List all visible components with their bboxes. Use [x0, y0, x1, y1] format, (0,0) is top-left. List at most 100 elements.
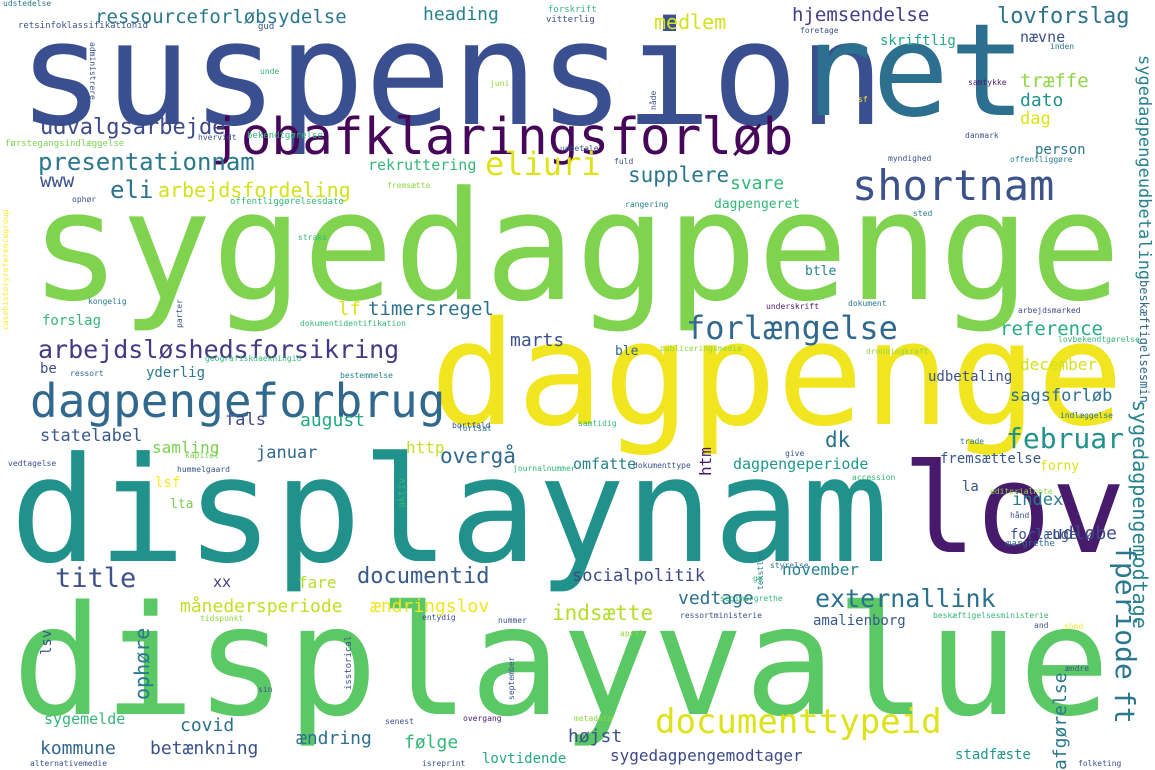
- word-cloud-word: fuld: [614, 157, 634, 166]
- word-cloud-word: juni: [490, 79, 510, 88]
- word-cloud-word: sygedagpengeudbetaling: [1134, 55, 1154, 281]
- word-cloud-word: april: [620, 629, 645, 638]
- word-cloud-word: dato: [1020, 90, 1064, 111]
- word-cloud-word: and: [1034, 621, 1049, 630]
- word-cloud-word: marts: [510, 330, 565, 351]
- word-cloud-word: lsv: [39, 629, 55, 655]
- word-cloud-word: documenttypeid: [655, 702, 942, 742]
- word-cloud-word: august: [300, 410, 366, 431]
- word-cloud-word: http: [406, 438, 445, 457]
- word-cloud-word: lf: [338, 298, 361, 320]
- word-cloud-word: ret: [795, 0, 1027, 146]
- word-cloud-word: dagpengeforbrug: [30, 374, 446, 428]
- word-cloud-word: dokument: [848, 299, 887, 308]
- word-cloud-word: isreprint: [422, 759, 466, 768]
- word-cloud-word: nævne: [1020, 28, 1066, 46]
- word-cloud-word: accession: [852, 473, 896, 482]
- word-cloud-word: vedtage: [678, 588, 754, 609]
- word-cloud-word: afgørelse: [1050, 672, 1071, 770]
- word-cloud-word: overgå: [440, 444, 516, 468]
- word-cloud-word: statelabel: [40, 426, 143, 446]
- word-cloud-word: forlænge: [1010, 527, 1078, 543]
- word-cloud-word: btle: [805, 264, 837, 279]
- word-cloud-word: fremsætte: [387, 181, 431, 190]
- word-cloud-word: september: [507, 656, 516, 700]
- word-cloud-word: reference: [1000, 318, 1103, 340]
- word-cloud-word: yderlig: [146, 365, 206, 381]
- word-cloud-word: ge: [753, 574, 763, 583]
- word-cloud-word: udvalgsarbejde: [40, 115, 226, 140]
- word-cloud-word: arbejdsløshedsforsikring: [38, 335, 400, 364]
- word-cloud-word: xx: [213, 573, 232, 591]
- word-cloud-word: stadfæste: [955, 747, 1031, 763]
- word-cloud-word: lta: [170, 497, 194, 512]
- word-cloud-word: betænkning: [150, 738, 259, 759]
- word-cloud-word: supplere: [628, 163, 730, 187]
- word-cloud-word: styrelse: [770, 561, 809, 570]
- word-cloud-word: lovtidende: [482, 751, 567, 767]
- word-cloud-word: entydig: [422, 613, 456, 622]
- word-cloud-word: forskrift: [548, 5, 597, 15]
- word-cloud-word: gud: [258, 22, 275, 32]
- word-cloud-word: ressortministerie: [680, 611, 762, 620]
- word-cloud-word: lovforslag: [997, 4, 1130, 29]
- word-cloud-word: nummer: [498, 616, 527, 625]
- word-cloud-word: htm: [696, 447, 715, 476]
- word-cloud-word: ændre: [1065, 664, 1090, 673]
- word-cloud-word: udløbe: [1052, 523, 1118, 544]
- word-cloud-word: www: [40, 170, 75, 192]
- word-cloud-word: offentliggøre: [1010, 155, 1073, 164]
- word-cloud-word: kommune: [40, 738, 116, 759]
- word-cloud-word: sygemelde: [44, 710, 126, 728]
- word-cloud-word: tidspunkt: [200, 614, 244, 623]
- word-cloud-word: segimargrethe: [720, 594, 783, 603]
- word-cloud-word: parter: [175, 299, 184, 328]
- word-cloud-word: hummelgaard: [177, 465, 230, 474]
- word-cloud-word: førstegangsindlæggelse: [5, 139, 125, 149]
- word-cloud-word: forlængelse: [686, 309, 898, 347]
- word-cloud-word: tekstlov: [756, 551, 765, 590]
- word-cloud-word: hånd: [1010, 511, 1030, 520]
- word-cloud-word: shortnam: [852, 161, 1055, 210]
- word-cloud-word: trade: [960, 437, 985, 446]
- word-cloud-word: forny: [1040, 459, 1080, 474]
- word-cloud-word: danmark: [965, 131, 999, 140]
- word-cloud-word: presentationnam: [38, 148, 255, 176]
- word-cloud-word: eliuri: [485, 145, 601, 183]
- word-cloud-word: dagpenge: [430, 290, 1124, 458]
- word-cloud-word: displaynam: [10, 426, 889, 596]
- word-cloud-word: dk: [825, 428, 851, 452]
- word-cloud-word: la: [962, 479, 979, 495]
- word-cloud-word: vitterlig: [546, 15, 595, 25]
- word-cloud-word: straks: [298, 233, 327, 242]
- word-cloud-word: inden: [1050, 42, 1075, 51]
- word-cloud-word: beskæftigelsesministerie: [933, 611, 1049, 620]
- word-cloud-word: ble: [615, 344, 639, 359]
- word-cloud-word: nåde: [649, 90, 658, 110]
- word-cloud-word: ændringslov: [370, 596, 490, 617]
- word-cloud-word: isstorical: [344, 635, 354, 690]
- word-cloud-word: lsf: [155, 475, 181, 491]
- word-cloud-word: sygedagpengemodtage: [1128, 400, 1152, 629]
- word-cloud-word: indlæggelse: [1060, 411, 1113, 420]
- word-cloud-word: arbejdsfordeling: [158, 178, 351, 202]
- word-cloud-word: covid: [180, 715, 235, 736]
- word-cloud-word: sönd: [1064, 622, 1084, 631]
- word-cloud-word: samtidig: [578, 419, 617, 428]
- word-cloud-word: ressourceforløbsydelse: [95, 6, 347, 28]
- word-cloud-word: heading: [423, 4, 499, 25]
- word-cloud-word: foretage: [800, 26, 839, 35]
- word-cloud-word: casehistoryreferencegroup: [1, 209, 10, 330]
- word-cloud-word: bortfald: [452, 421, 491, 430]
- word-cloud-word: fare: [298, 573, 337, 592]
- word-cloud-word: displayvalue: [12, 573, 1111, 750]
- word-cloud-word: administrere: [88, 42, 97, 100]
- word-cloud-word: indsætte: [552, 601, 654, 625]
- word-cloud-word: dag: [1020, 109, 1051, 129]
- word-cloud-word: sagsforløb: [1010, 386, 1113, 406]
- word-cloud-word: udbetale: [560, 144, 599, 153]
- word-cloud-word: margrethe: [1006, 539, 1055, 549]
- word-cloud-word: index: [1012, 490, 1064, 510]
- word-cloud-word: skriftlig: [880, 33, 956, 49]
- word-cloud-word: dagpengeperiode: [733, 455, 869, 473]
